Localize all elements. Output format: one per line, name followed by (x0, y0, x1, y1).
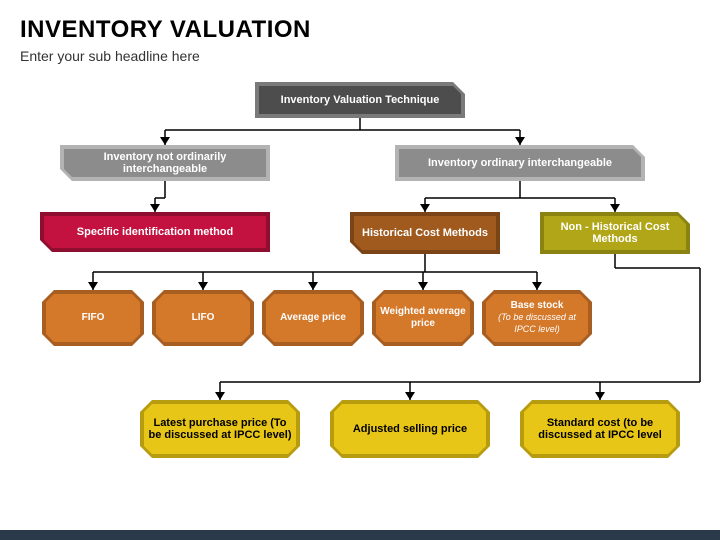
node-nonhist: Non - Historical Cost Methods (540, 212, 690, 254)
node-fifo: FIFO (42, 290, 144, 346)
node-std: Standard cost (to be discussed at IPCC l… (520, 400, 680, 458)
node-left1: Inventory not ordinarily interchangeable (60, 145, 270, 181)
node-label-avg: Average price (262, 290, 364, 346)
node-label-right1: Inventory ordinary interchangeable (395, 145, 645, 181)
node-avg: Average price (262, 290, 364, 346)
bottom-bar (0, 530, 720, 540)
node-label-base: Base stock(To be discussed at IPCC level… (482, 290, 592, 346)
node-lifo: LIFO (152, 290, 254, 346)
node-latest: Latest purchase price (To be discussed a… (140, 400, 300, 458)
node-label-latest: Latest purchase price (To be discussed a… (140, 400, 300, 458)
node-label-lifo: LIFO (152, 290, 254, 346)
node-label-nonhist: Non - Historical Cost Methods (540, 212, 690, 254)
node-specific: Specific identification method (40, 212, 270, 252)
node-label-root: Inventory Valuation Technique (255, 82, 465, 118)
node-label-specific: Specific identification method (40, 212, 270, 252)
node-label-adj: Adjusted selling price (330, 400, 490, 458)
node-root: Inventory Valuation Technique (255, 82, 465, 118)
node-base: Base stock(To be discussed at IPCC level… (482, 290, 592, 346)
node-label-left1: Inventory not ordinarily interchangeable (60, 145, 270, 181)
node-adj: Adjusted selling price (330, 400, 490, 458)
node-wavg: Weighted average price (372, 290, 474, 346)
node-label-std: Standard cost (to be discussed at IPCC l… (520, 400, 680, 458)
node-label-hist: Historical Cost Methods (350, 212, 500, 254)
node-hist: Historical Cost Methods (350, 212, 500, 254)
connector-layer (0, 0, 720, 540)
node-right1: Inventory ordinary interchangeable (395, 145, 645, 181)
node-label-wavg: Weighted average price (372, 290, 474, 346)
node-label-fifo: FIFO (42, 290, 144, 346)
